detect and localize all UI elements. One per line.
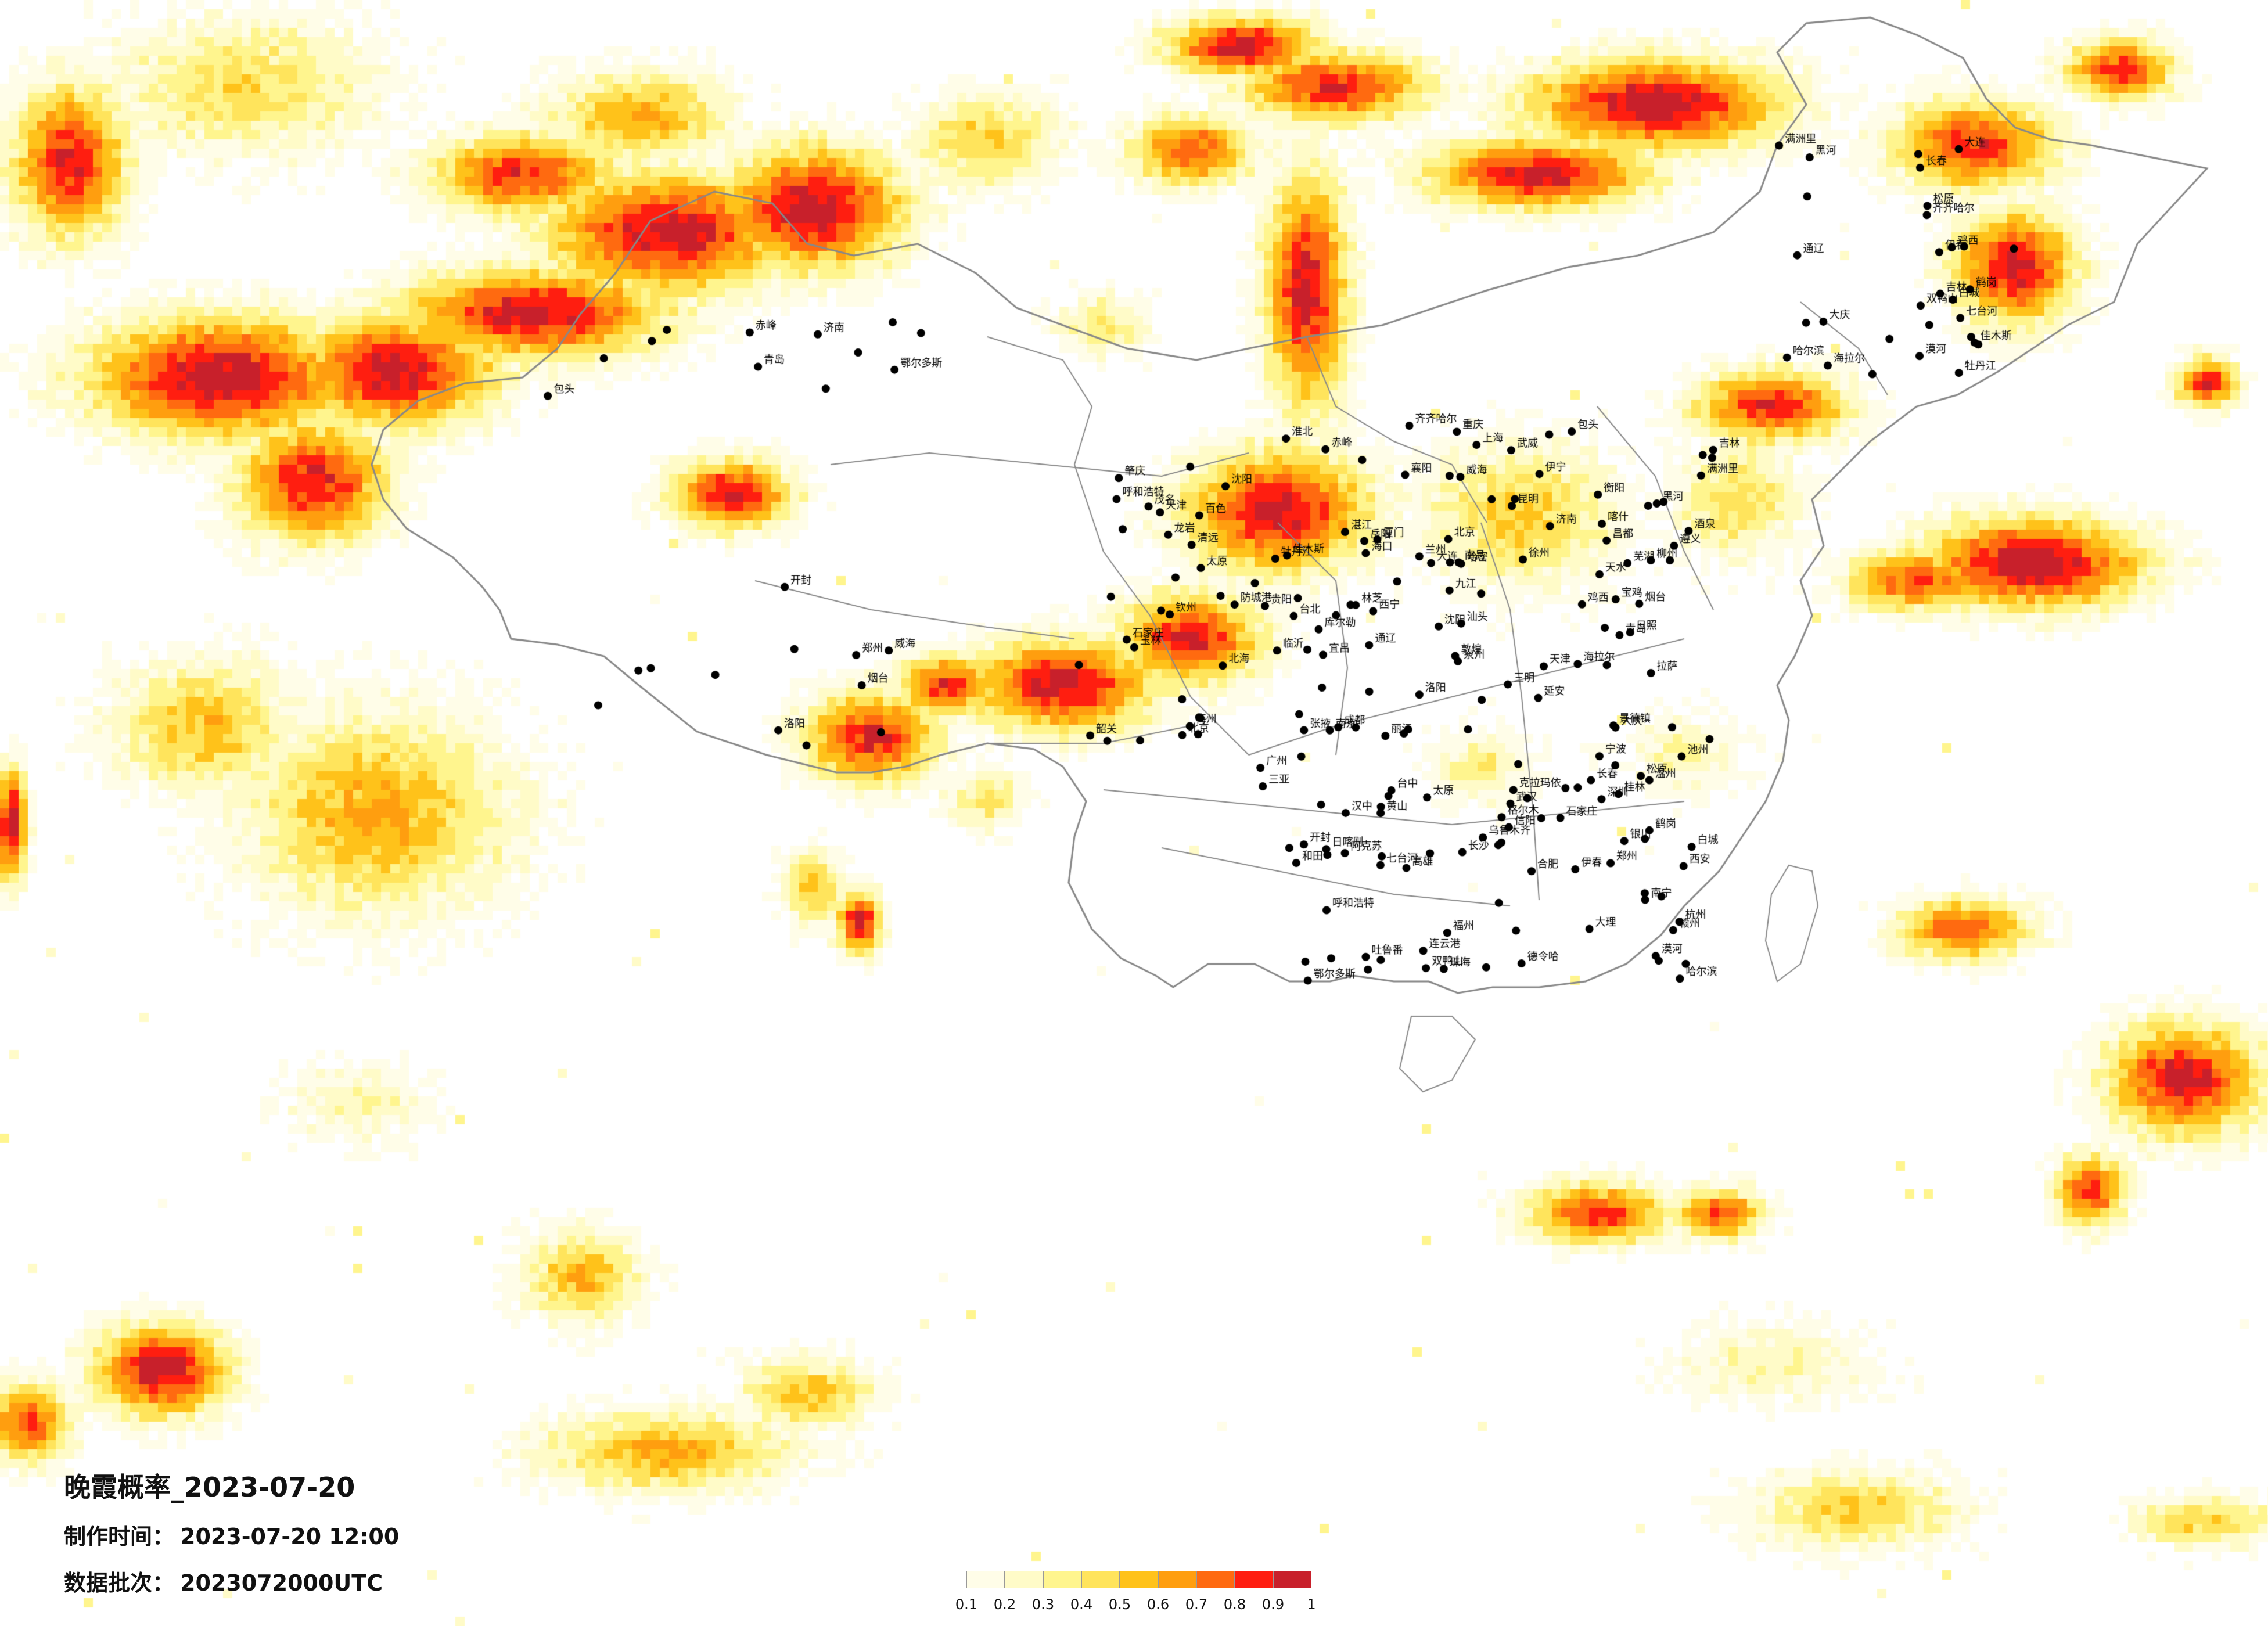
legend-swatch-6 [1158,1571,1196,1588]
production-time: 制作时间： 2023-07-20 12:00 [64,1519,399,1551]
legend-swatch-8 [1235,1571,1273,1588]
legend-tick: 1 [1307,1596,1316,1613]
legend-swatch-1 [966,1571,1005,1588]
legend-tick: 0.4 [1070,1596,1093,1613]
data-batch: 数据批次： 2023072000UTC [64,1565,383,1597]
legend-tick: 0.3 [1031,1596,1055,1613]
legend-tick: 0.8 [1223,1596,1246,1613]
production-time-label: 制作时间： [64,1524,175,1549]
data-batch-label: 数据批次： [64,1570,175,1596]
map-title: 晚霞概率_2023-07-20 [64,1472,355,1503]
legend-tick: 0.2 [993,1596,1016,1613]
legend-swatch-3 [1043,1571,1081,1588]
legend-swatch-7 [1196,1571,1235,1588]
legend-swatch-2 [1005,1571,1043,1588]
legend-tick: 0.9 [1261,1596,1285,1613]
legend-swatch-4 [1081,1571,1120,1588]
legend-swatch-5 [1120,1571,1158,1588]
legend-tick: 0.1 [955,1596,978,1613]
legend-tick: 0.7 [1185,1596,1208,1613]
legend-swatch-9 [1273,1571,1311,1588]
data-batch-value: 2023072000UTC [180,1570,383,1596]
production-time-value: 2023-07-20 12:00 [180,1524,400,1549]
legend-tick: 0.5 [1108,1596,1131,1613]
legend-tick: 0.6 [1146,1596,1170,1613]
